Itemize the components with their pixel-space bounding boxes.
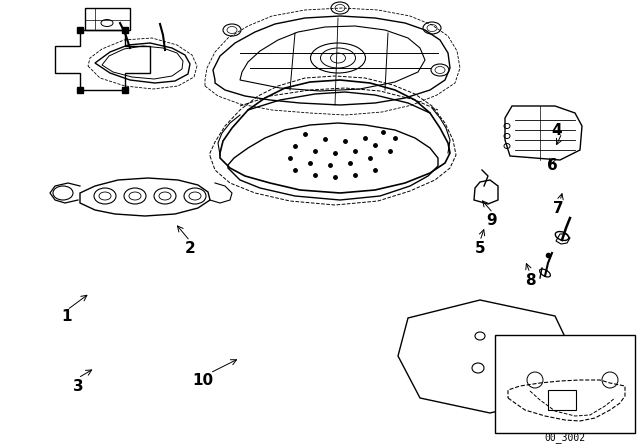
Bar [495, 335, 635, 433]
Text: 2: 2 [184, 241, 195, 255]
Text: 00_3002: 00_3002 [545, 433, 586, 444]
Text: 4: 4 [552, 122, 563, 138]
Text: 5: 5 [475, 241, 485, 255]
Text: 9: 9 [486, 212, 497, 228]
Bar [548, 390, 576, 410]
Text: 3: 3 [73, 379, 83, 393]
Text: 1: 1 [61, 309, 72, 323]
Text: 8: 8 [525, 272, 535, 288]
Text: 10: 10 [193, 372, 214, 388]
Text: 6: 6 [547, 158, 557, 172]
Text: 7: 7 [553, 201, 563, 215]
